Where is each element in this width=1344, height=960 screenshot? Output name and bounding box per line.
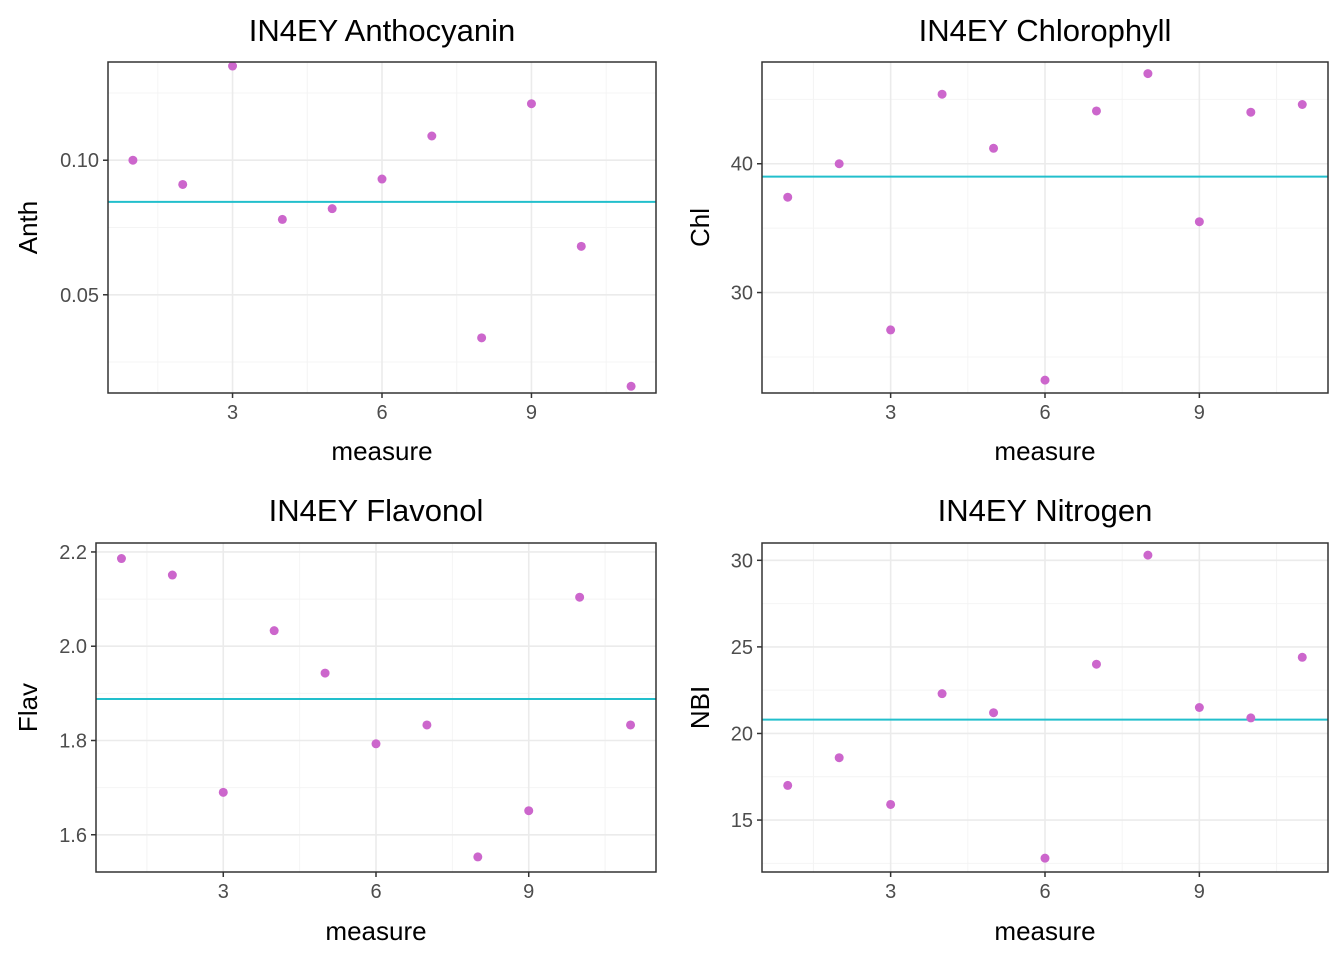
x-axis-title: measure xyxy=(994,436,1095,466)
data-point xyxy=(1297,652,1307,662)
data-point xyxy=(576,241,586,251)
chart-title: IN4EY Nitrogen xyxy=(938,493,1153,528)
x-axis-title: measure xyxy=(325,916,426,946)
data-point xyxy=(783,780,793,790)
y-tick-label: 2.0 xyxy=(59,636,87,658)
data-point xyxy=(937,89,947,99)
x-tick-label: 9 xyxy=(523,881,534,903)
data-point xyxy=(1040,375,1050,385)
data-point xyxy=(167,570,177,580)
x-tick-label: 6 xyxy=(1039,881,1050,903)
chart-title: IN4EY Chlorophyll xyxy=(919,13,1172,48)
data-point xyxy=(1040,853,1050,863)
data-point xyxy=(1297,100,1307,110)
data-point xyxy=(1194,217,1204,227)
data-point xyxy=(989,143,999,153)
x-axis-title: measure xyxy=(331,436,432,466)
panel-3: 3 6 9 1.6 1.8 2.0 2.2 IN4EY Flavonol measure Flav xyxy=(13,493,657,946)
data-point xyxy=(1091,659,1101,669)
data-point xyxy=(526,99,536,109)
data-point xyxy=(575,592,585,602)
y-axis-title: NBI xyxy=(685,686,715,729)
x-tick-label: 6 xyxy=(1039,402,1050,424)
data-point xyxy=(178,179,188,189)
data-point xyxy=(1143,550,1153,560)
y-tick-label: 20 xyxy=(731,723,753,745)
x-tick-label: 3 xyxy=(885,402,896,424)
data-point xyxy=(1246,713,1256,723)
data-point xyxy=(834,159,844,169)
x-axis-title: measure xyxy=(994,916,1095,946)
data-point xyxy=(783,192,793,202)
data-point xyxy=(989,708,999,718)
y-tick-label: 30 xyxy=(731,283,753,305)
data-point xyxy=(886,799,896,809)
y-tick-label: 2.2 xyxy=(59,542,87,564)
y-tick-label: 0.05 xyxy=(60,285,99,307)
data-point xyxy=(427,131,437,141)
data-point xyxy=(1194,703,1204,712)
x-tick-label: 3 xyxy=(885,881,896,903)
y-tick-label: 0.10 xyxy=(60,150,99,172)
data-point xyxy=(1246,107,1256,117)
data-point xyxy=(128,155,138,165)
x-tick-label: 9 xyxy=(526,402,537,424)
data-point xyxy=(320,668,330,678)
y-tick-label: 1.6 xyxy=(59,825,87,847)
x-tick-label: 3 xyxy=(218,881,229,903)
panel-2: 3 6 9 30 40 IN4EY Chlorophyll measure Chl xyxy=(685,13,1329,466)
y-tick-label: 40 xyxy=(731,154,753,176)
panel-4: 3 6 9 15 20 25 30 IN4EY Nitrogen measure NBI xyxy=(685,493,1329,946)
chart-title: IN4EY Flavonol xyxy=(269,493,484,528)
data-point xyxy=(834,753,844,763)
data-point xyxy=(524,806,534,816)
data-point xyxy=(1091,106,1101,116)
y-tick-label: 15 xyxy=(731,810,753,832)
x-tick-label: 6 xyxy=(370,881,381,903)
data-point xyxy=(269,626,279,636)
data-point xyxy=(228,61,238,71)
data-point xyxy=(116,554,126,564)
x-tick-label: 9 xyxy=(1194,881,1205,903)
y-tick-label: 25 xyxy=(731,637,753,659)
data-point xyxy=(473,852,483,862)
data-point xyxy=(626,720,636,730)
x-tick-label: 6 xyxy=(376,402,387,424)
data-point xyxy=(371,739,381,749)
data-point xyxy=(218,787,228,797)
y-axis-title: Flav xyxy=(13,683,43,732)
data-point xyxy=(422,720,432,730)
y-axis-title: Anth xyxy=(13,201,43,255)
data-point xyxy=(886,325,896,335)
data-point xyxy=(477,333,487,343)
x-tick-label: 9 xyxy=(1194,402,1205,424)
data-point xyxy=(937,689,947,699)
y-axis-title: Chl xyxy=(685,208,715,247)
data-point xyxy=(626,381,636,391)
y-tick-label: 1.8 xyxy=(59,730,87,752)
x-tick-label: 3 xyxy=(227,402,238,424)
data-point xyxy=(377,174,387,184)
y-tick-label: 30 xyxy=(731,550,753,572)
data-point xyxy=(277,214,287,224)
chart-title: IN4EY Anthocyanin xyxy=(249,13,516,48)
data-point xyxy=(1143,69,1153,79)
panel-1: 3 6 9 0.05 0.10 IN4EY Anthocyanin measure Anth xyxy=(13,13,657,466)
data-point xyxy=(327,204,337,214)
